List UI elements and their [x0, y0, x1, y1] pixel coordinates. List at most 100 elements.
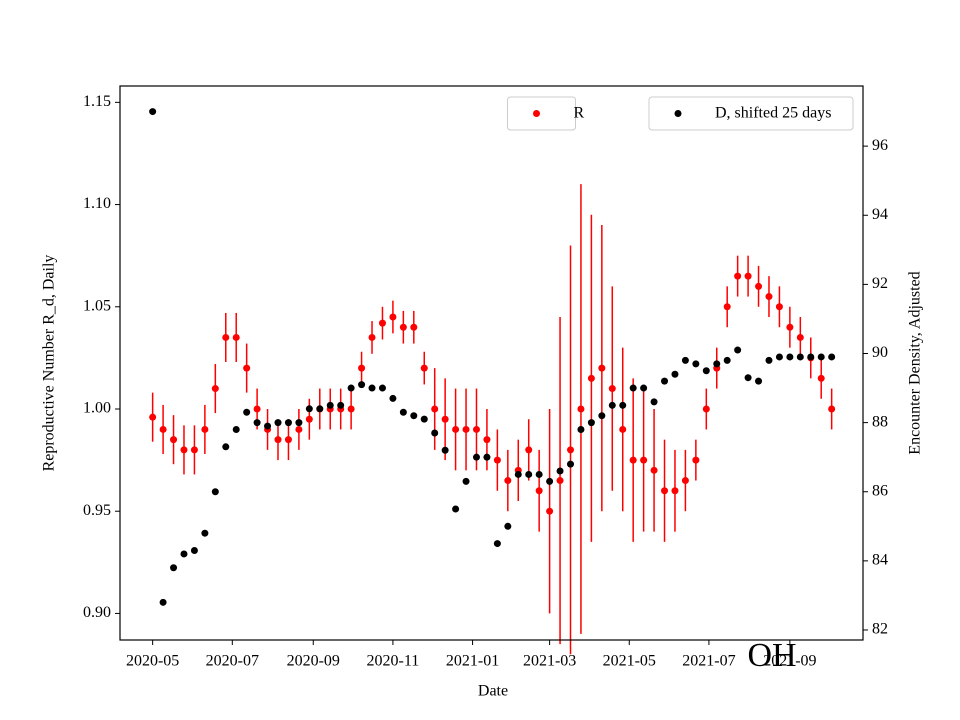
point	[671, 487, 679, 495]
y2-axis-label: Encounter Density, Adjusted	[907, 271, 924, 454]
point	[368, 333, 376, 341]
point	[713, 360, 721, 368]
point	[472, 453, 480, 461]
point	[493, 456, 501, 464]
point	[619, 401, 627, 409]
point	[692, 456, 700, 464]
point	[232, 333, 240, 341]
point	[608, 385, 616, 393]
point	[692, 360, 700, 368]
point	[347, 405, 355, 413]
point	[410, 412, 418, 420]
point	[556, 467, 564, 475]
point	[598, 364, 606, 372]
y-tick-label: 1.10	[83, 195, 111, 212]
point	[723, 303, 731, 311]
point	[828, 353, 836, 361]
point	[399, 323, 407, 331]
point	[525, 470, 533, 478]
point	[567, 460, 575, 468]
point	[420, 415, 428, 423]
point	[222, 443, 230, 451]
point	[577, 405, 585, 413]
point	[723, 356, 731, 364]
y2-tick-label: 86	[872, 482, 888, 499]
point	[640, 456, 648, 464]
point	[452, 425, 460, 433]
point	[577, 426, 585, 434]
point	[452, 505, 460, 513]
point	[190, 546, 198, 554]
point	[295, 425, 303, 433]
point	[274, 419, 282, 427]
point	[775, 353, 783, 361]
y2-tick-label: 82	[872, 621, 888, 638]
point	[786, 353, 794, 361]
point	[619, 425, 627, 433]
point	[796, 333, 804, 341]
plot-frame	[119, 85, 864, 641]
legend-label: D, shifted 25 days	[715, 105, 831, 122]
point	[702, 367, 710, 375]
point	[608, 401, 616, 409]
point	[755, 282, 763, 290]
point	[441, 446, 449, 454]
point	[284, 436, 292, 444]
point	[472, 425, 480, 433]
point	[483, 436, 491, 444]
point	[420, 364, 428, 372]
point	[149, 108, 157, 116]
point	[316, 405, 324, 413]
point	[755, 377, 763, 385]
point	[170, 564, 178, 572]
y2-tick-label: 84	[872, 552, 888, 569]
point	[410, 323, 418, 331]
point	[546, 477, 554, 485]
point	[661, 377, 669, 385]
y-tick-label: 1.00	[83, 400, 111, 417]
point	[587, 374, 595, 382]
point	[483, 453, 491, 461]
point	[567, 446, 575, 454]
point	[211, 385, 219, 393]
point	[556, 477, 564, 485]
point	[744, 272, 752, 280]
legend-label: R	[574, 105, 585, 122]
point	[775, 303, 783, 311]
point	[817, 374, 825, 382]
point	[274, 436, 282, 444]
point	[744, 374, 752, 382]
point	[765, 356, 773, 364]
point	[264, 422, 272, 430]
point	[598, 412, 606, 420]
point	[253, 419, 261, 427]
point	[243, 408, 251, 416]
y2-tick-label: 96	[872, 137, 888, 154]
point	[159, 598, 167, 606]
annotation: OH	[747, 637, 796, 674]
point	[671, 370, 679, 378]
point	[650, 398, 658, 406]
point	[587, 419, 595, 427]
point	[347, 384, 355, 392]
point	[514, 470, 522, 478]
point	[368, 384, 376, 392]
point	[253, 405, 261, 413]
point	[211, 488, 219, 496]
point	[180, 446, 188, 454]
point	[243, 364, 251, 372]
point	[170, 436, 178, 444]
point	[305, 405, 313, 413]
legend-box	[648, 96, 854, 131]
x-tick-label: 2021-09	[763, 653, 816, 670]
point	[493, 540, 501, 548]
point	[201, 425, 209, 433]
y-axis-label: Reproductive Number R_d, Daily	[41, 255, 58, 472]
point	[681, 477, 689, 485]
point	[734, 346, 742, 354]
x-tick-label: 2020-11	[367, 653, 420, 670]
point	[629, 456, 637, 464]
point	[149, 413, 157, 421]
y2-tick-label: 94	[872, 206, 888, 223]
